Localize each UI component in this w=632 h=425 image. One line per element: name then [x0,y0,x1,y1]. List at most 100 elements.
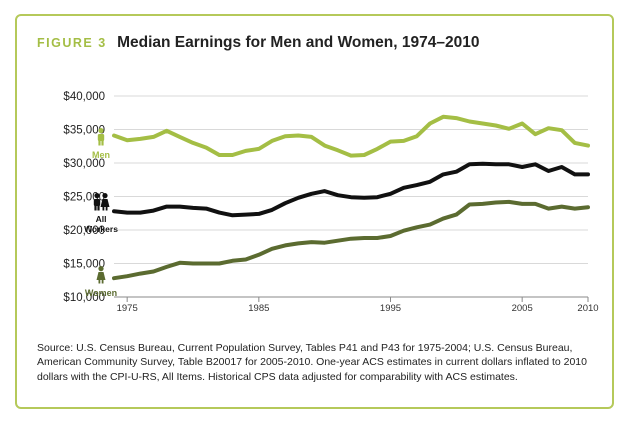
legend-item-women: Women [85,266,117,298]
data-point-all-workers [350,196,352,198]
icon-leg [98,280,101,284]
data-point-women [455,213,457,215]
x-tick-label: 1985 [248,303,269,314]
data-point-women [561,205,563,207]
data-point-men [310,136,312,138]
data-point-all-workers [258,213,260,215]
data-point-all-workers [363,197,365,199]
data-point-women [152,270,154,272]
data-point-women [521,203,523,205]
data-point-women [297,242,299,244]
data-point-women [495,201,497,203]
icon-leg [102,207,105,211]
figure-heading: FIGURE 3 Median Earnings for Men and Wom… [37,34,479,52]
data-point-all-workers [416,184,418,186]
data-point-women [587,206,589,208]
icon-head [102,193,108,199]
x-tick-label: 2005 [512,303,533,314]
icon-leg [94,205,97,211]
data-point-women [547,207,549,209]
axis-layer: $10,000$15,000$20,000$25,000$30,000$35,0… [63,91,598,314]
data-point-men [521,122,523,124]
data-point-men [495,124,497,126]
data-point-all-workers [218,211,220,213]
icon-torso [93,199,101,206]
legend-label-all-workers: All Workers [84,214,118,234]
legend-label-line: Workers [84,224,118,234]
legend-item-men: Men [92,128,110,160]
series-line-men [112,114,590,158]
x-tick-label: 2010 [577,303,598,314]
x-tick-label: 1995 [380,303,401,314]
data-point-all-workers [337,194,339,196]
icon-leg [101,140,104,146]
man-icon [97,128,105,146]
data-point-men [534,133,536,135]
data-point-women [139,272,141,274]
data-point-men [258,148,260,150]
series-line-women [112,199,590,281]
data-point-women [192,262,194,264]
data-point-women [337,240,339,242]
data-point-men [337,149,339,151]
y-tick-label: $15,000 [63,259,105,271]
data-point-all-workers [574,173,576,175]
data-point-all-workers [192,207,194,209]
data-point-all-workers [310,193,312,195]
data-point-all-workers [231,214,233,216]
data-point-all-workers [113,210,115,212]
data-point-all-workers [495,163,497,165]
source-note: Source: U.S. Census Bureau, Current Popu… [37,342,587,383]
data-point-all-workers [179,205,181,207]
data-point-all-workers [403,187,405,189]
data-point-men [205,146,207,148]
data-point-men [561,129,563,131]
data-point-men [166,130,168,132]
data-point-men [126,139,128,141]
data-point-men [508,128,510,130]
data-point-women [468,203,470,205]
data-point-men [547,127,549,129]
data-point-women [284,244,286,246]
data-point-women [179,262,181,264]
data-point-all-workers [587,173,589,175]
data-point-all-workers [324,190,326,192]
data-point-all-workers [389,193,391,195]
data-point-men [179,136,181,138]
data-point-men [389,140,391,142]
legend-label-line: All [96,214,107,224]
data-point-women [508,201,510,203]
data-point-men [482,122,484,124]
data-point-women [403,230,405,232]
data-point-men [139,138,141,140]
icon-head [98,266,104,272]
icon-torso [97,134,105,141]
data-point-women [310,241,312,243]
data-point-men [587,144,589,146]
icon-dress [100,199,110,207]
data-point-women [416,226,418,228]
data-point-all-workers [442,173,444,175]
data-point-men [442,116,444,118]
data-point-all-workers [508,163,510,165]
people-icon [100,193,110,211]
data-point-all-workers [534,163,536,165]
data-point-all-workers [521,166,523,168]
icon-leg [97,205,100,211]
data-point-women [482,203,484,205]
icon-head [94,193,100,199]
legend-label-men: Men [92,150,110,160]
data-point-men [376,148,378,150]
data-point-men [429,122,431,124]
data-point-all-workers [468,163,470,165]
legend-label-women: Women [85,288,117,298]
icon-leg [98,140,101,146]
data-point-women [442,217,444,219]
data-point-women [389,235,391,237]
data-point-all-workers [166,205,168,207]
woman-icon [96,266,106,284]
legend-layer: Men All Workers Women [84,128,118,298]
data-point-all-workers [297,197,299,199]
data-point-all-workers [152,209,154,211]
icon-dress [96,272,106,280]
